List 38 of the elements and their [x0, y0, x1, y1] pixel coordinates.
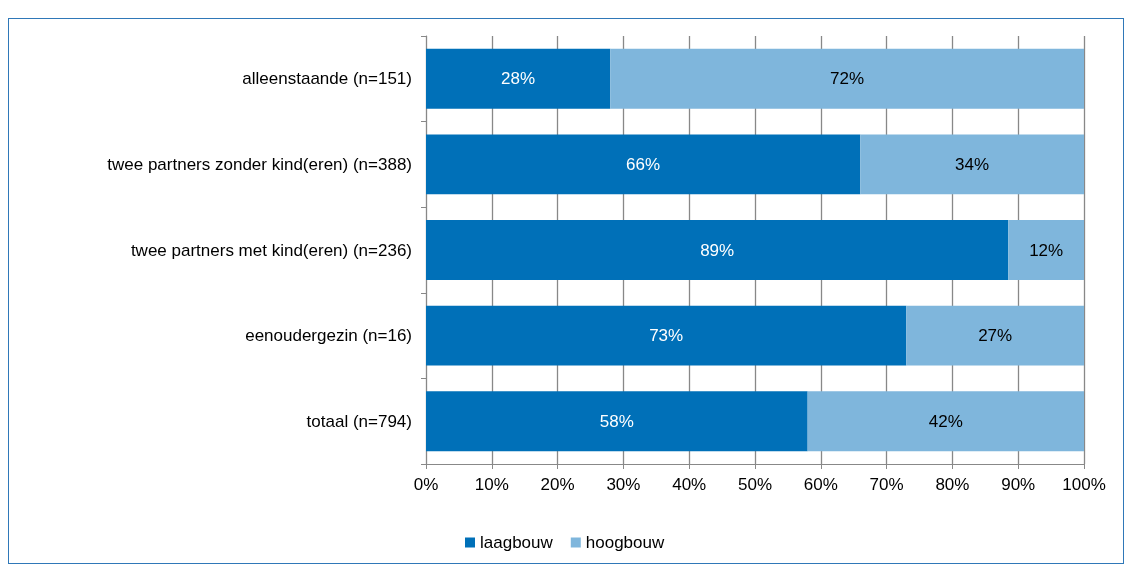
bar — [426, 48, 611, 109]
bar — [426, 391, 808, 452]
x-tick-label: 40% — [672, 475, 707, 494]
y-tick-label: twee partners zonder kind(eren) (n=388) — [107, 154, 412, 174]
data-label: 58% — [599, 411, 634, 431]
data-label: 72% — [830, 69, 865, 89]
bar — [860, 134, 1084, 195]
data-label: 27% — [978, 326, 1013, 346]
y-tick-label: alleenstaande (n=151) — [242, 69, 412, 89]
bar — [807, 391, 1084, 452]
bar — [426, 220, 1009, 280]
data-label: 66% — [626, 154, 661, 174]
data-label: 12% — [1029, 240, 1064, 260]
x-tick-label: 100% — [1062, 475, 1106, 494]
bar — [426, 134, 861, 195]
bar — [906, 305, 1084, 366]
x-tick-label: 10% — [474, 475, 509, 494]
y-tick-label: twee partners met kind(eren) (n=236) — [130, 240, 412, 260]
bar — [610, 48, 1084, 109]
data-label: 89% — [700, 240, 735, 260]
data-label: 73% — [649, 326, 684, 346]
legend-label: hoogbouw — [585, 533, 665, 552]
legend-label: laagbouw — [480, 533, 554, 552]
data-label: 28% — [501, 69, 536, 89]
x-tick-label: 0% — [413, 475, 439, 494]
y-tick-label: eenoudergezin (n=16) — [245, 326, 412, 346]
data-label: 42% — [928, 411, 963, 431]
x-tick-label: 70% — [869, 475, 904, 494]
bar — [1008, 220, 1084, 280]
x-tick-label: 50% — [737, 475, 773, 494]
data-label: 34% — [955, 154, 990, 174]
x-tick-label: 30% — [606, 475, 641, 494]
x-tick-label: 80% — [935, 475, 970, 494]
x-tick-label: 90% — [1001, 475, 1036, 494]
bar — [426, 305, 907, 366]
x-tick-label: 20% — [540, 475, 575, 494]
y-tick-label: totaal (n=794) — [306, 411, 412, 431]
x-tick-label: 60% — [803, 475, 838, 494]
